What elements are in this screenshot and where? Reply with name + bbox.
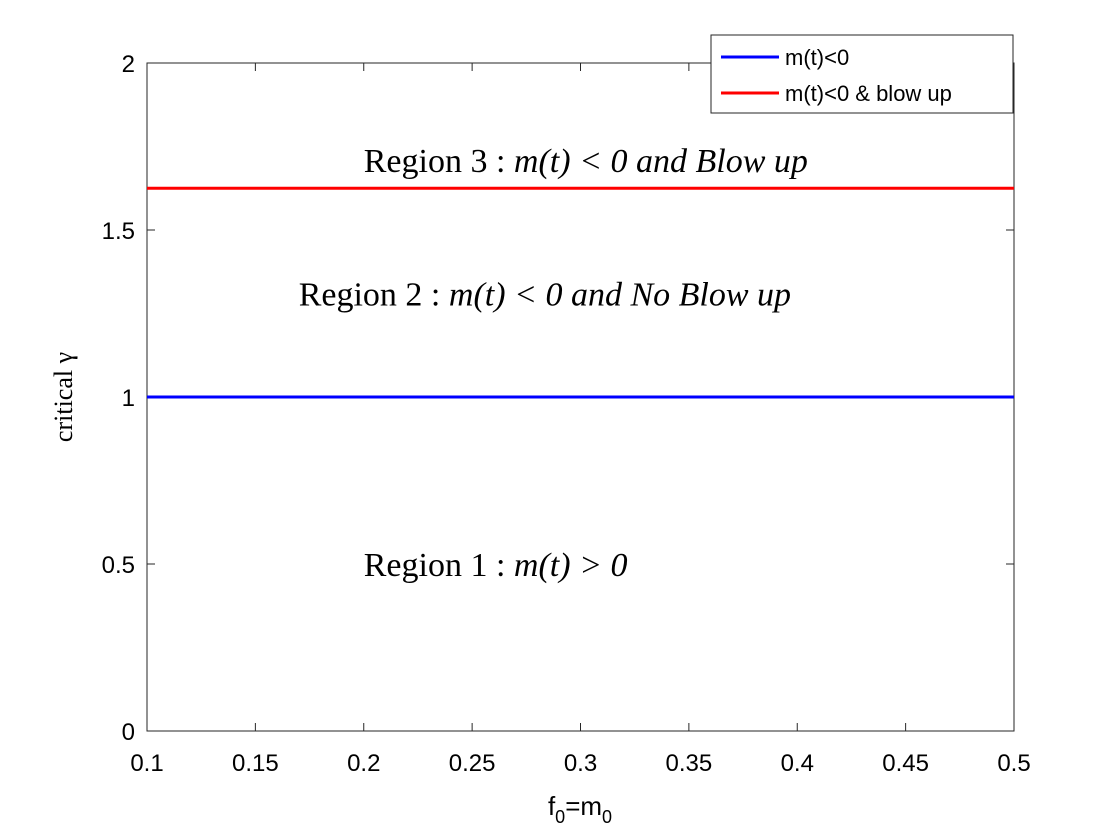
legend-label-2: m(t)<0 & blow up <box>785 81 952 106</box>
x-axis-title-m-sub: 0 <box>602 807 612 827</box>
y-axis-title: critical γ <box>49 352 78 442</box>
region-annotation-2: Region 2 : m(t) < 0 and No Blow up <box>299 276 791 313</box>
x-axis-title-f: f <box>548 791 556 821</box>
x-tick-label: 0.4 <box>781 750 814 777</box>
y-tick-label: 0.5 <box>102 552 135 579</box>
x-ticks: 0.1 0.15 0.2 0.25 0.3 0.35 0.4 0.45 0.5 <box>130 63 1031 777</box>
legend-box <box>710 34 1014 114</box>
x-axis-title-m: m <box>580 791 602 821</box>
y-tick-label: 2 <box>122 51 135 78</box>
series-lines <box>147 186 1014 399</box>
x-tick-label: 0.3 <box>564 750 597 777</box>
legend-label-1: m(t)<0 <box>785 45 849 70</box>
x-tick-label: 0.45 <box>882 750 929 777</box>
y-tick-label: 1 <box>122 385 135 412</box>
region-annotation-1: Region 3 : m(t) < 0 and Blow up <box>364 143 808 180</box>
x-tick-label: 0.25 <box>449 750 496 777</box>
x-tick-label: 0.5 <box>997 750 1030 777</box>
y-ticks: 0 0.5 1 1.5 2 <box>102 51 1014 746</box>
x-axis-title: f0=m0 <box>548 791 612 827</box>
y-tick-label: 1.5 <box>102 218 135 245</box>
y-tick-label: 0 <box>122 719 135 746</box>
x-tick-label: 0.1 <box>130 750 163 777</box>
annotations: Region 3 : m(t) < 0 and Blow up Region 2 … <box>299 143 808 584</box>
x-tick-label: 0.2 <box>347 750 380 777</box>
x-tick-label: 0.15 <box>232 750 279 777</box>
x-tick-label: 0.35 <box>666 750 713 777</box>
region-annotation-3: Region 1 : m(t) > 0 <box>364 547 628 584</box>
x-axis-title-f-sub: 0 <box>555 807 565 827</box>
legend: m(t)<0 m(t)<0 & blow up <box>710 34 1014 114</box>
x-axis-title-eq: = <box>565 791 580 821</box>
